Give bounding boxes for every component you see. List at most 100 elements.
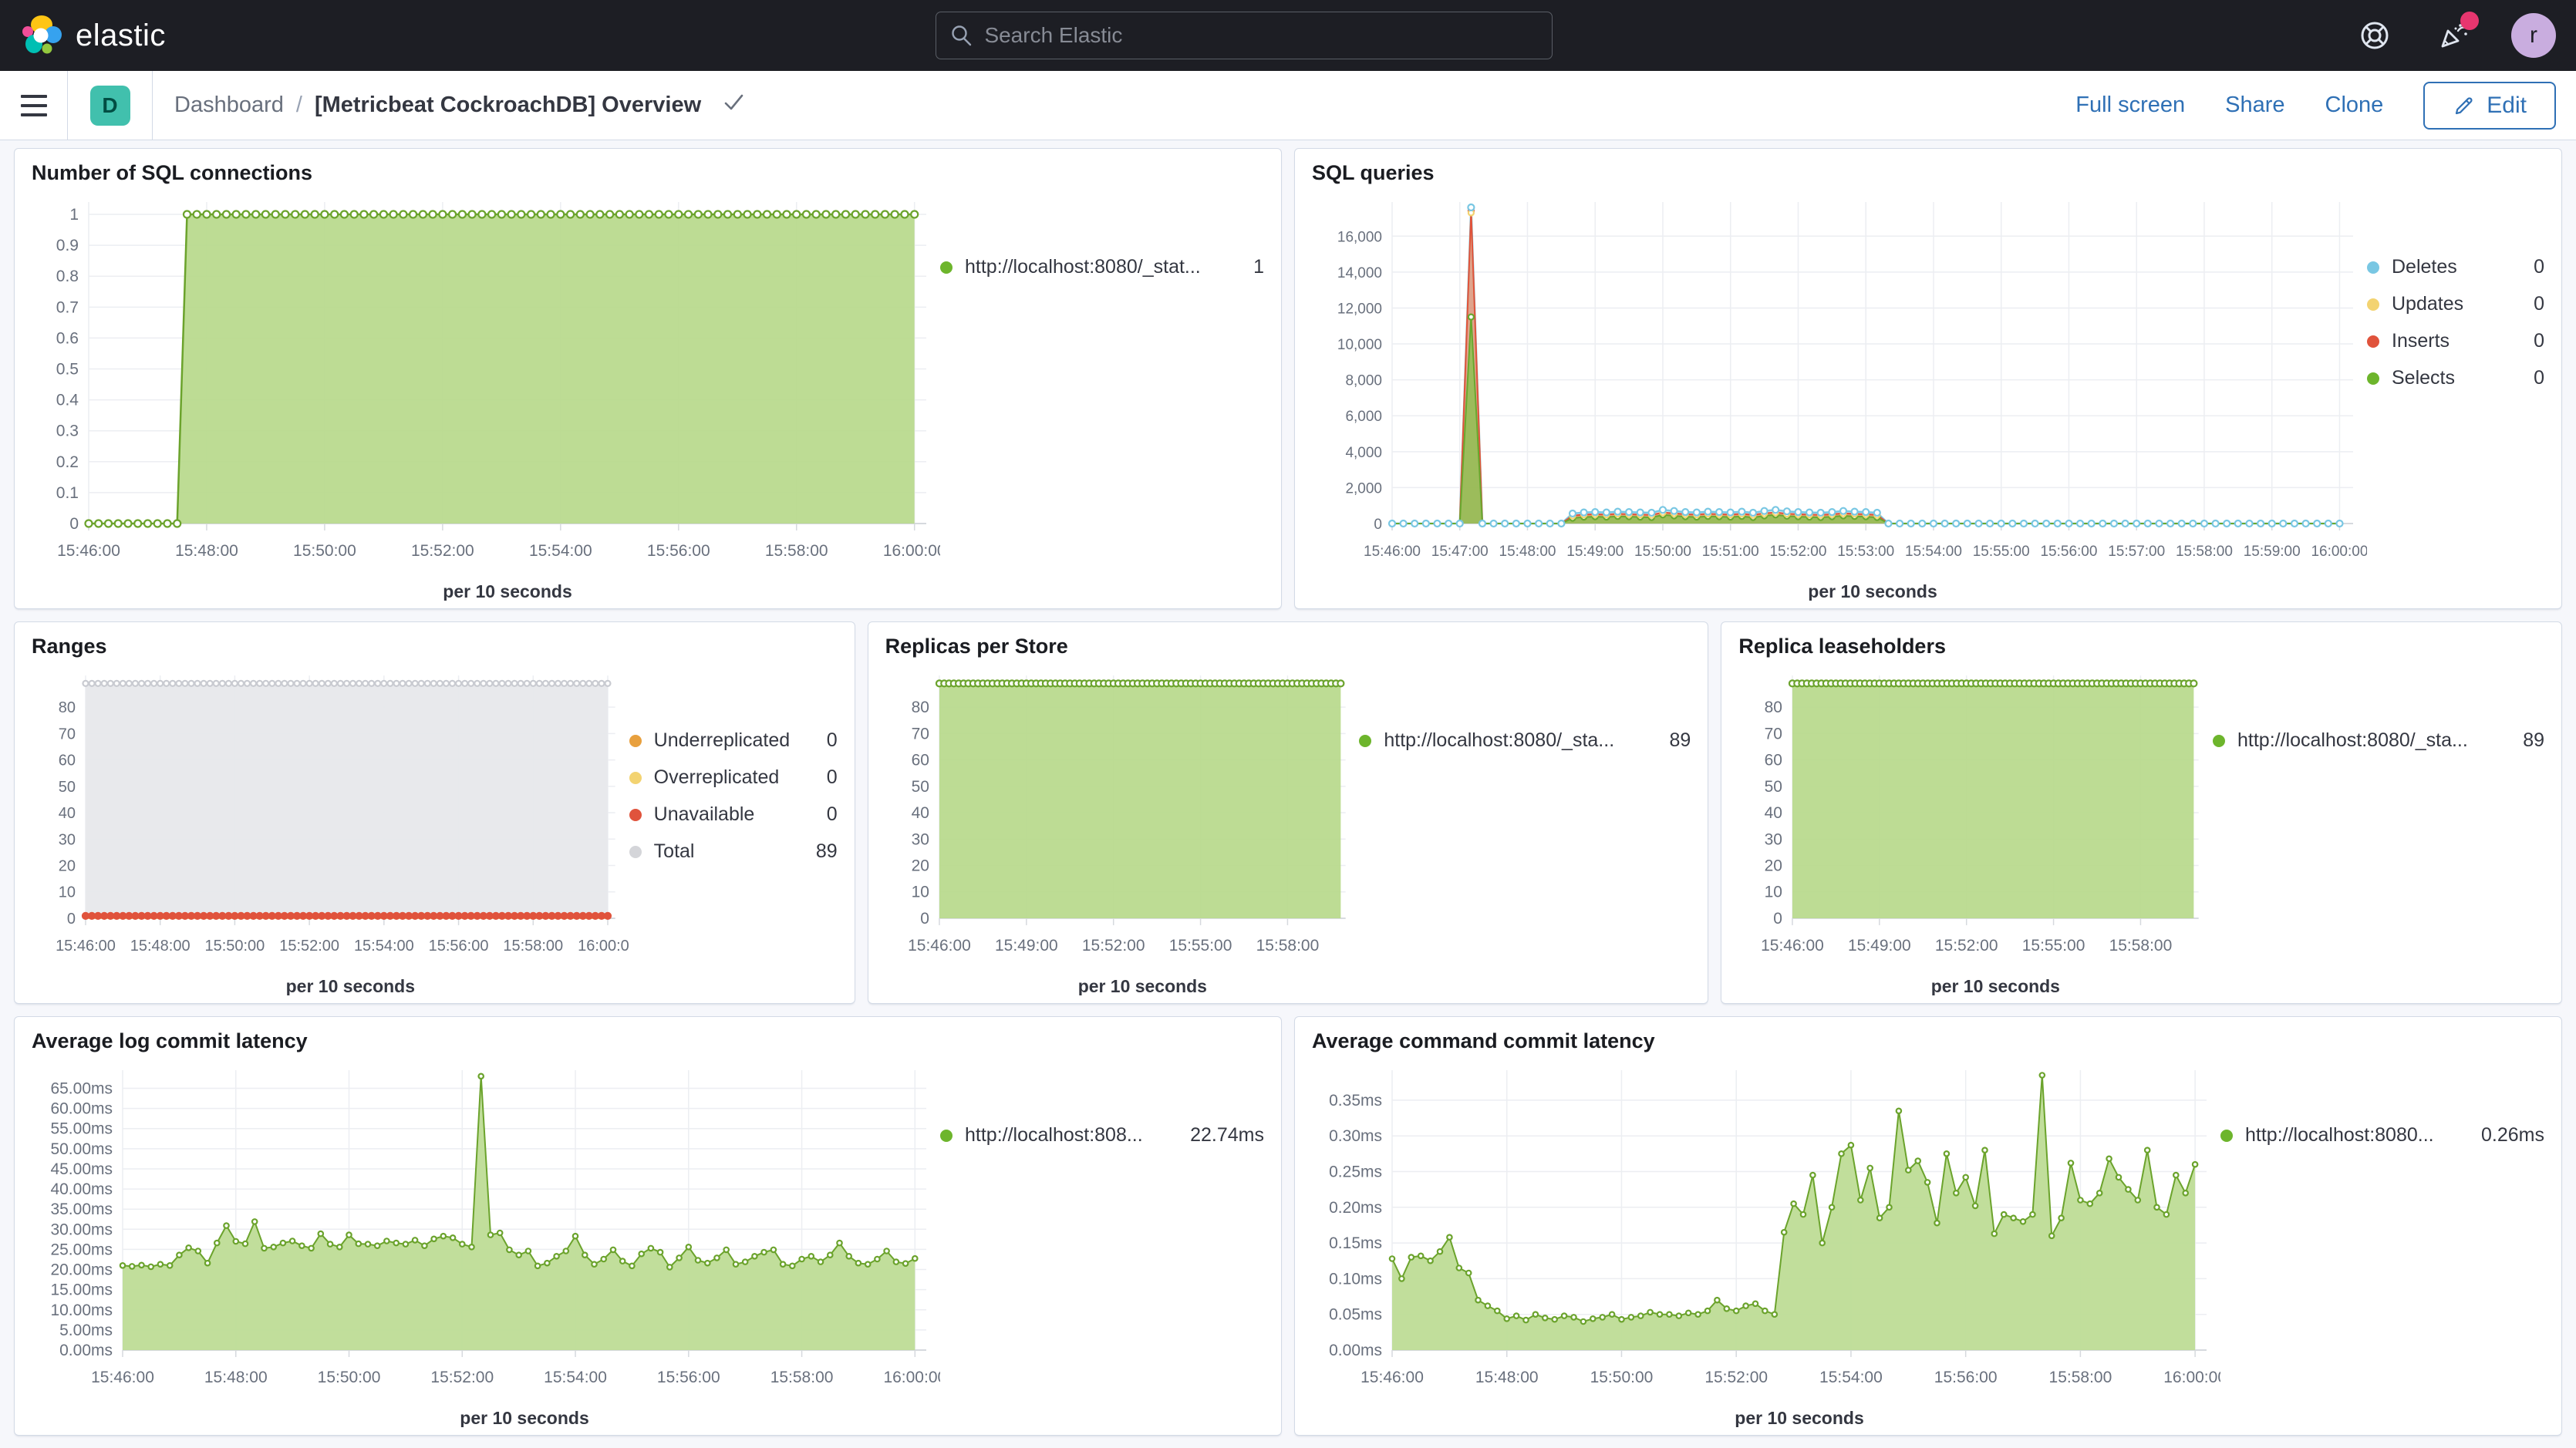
chart-canvas-cmd-latency[interactable]: 15:46:00 15:48:00 15:50:00 15:52:00 15:54:00… (1312, 1056, 2220, 1427)
svg-text:30: 30 (1765, 830, 1782, 848)
svg-text:15:50:00: 15:50:00 (205, 938, 265, 955)
elastic-logo[interactable]: elastic (20, 14, 166, 57)
svg-text:15:58:00: 15:58:00 (2109, 937, 2173, 955)
legend-item[interactable]: Deletes 0 (2367, 256, 2544, 278)
legend-series-dot (2220, 1129, 2233, 1142)
legend-series-label: http://localhost:8080/_sta... (1384, 729, 1615, 751)
svg-text:15:48:00: 15:48:00 (1475, 1369, 1539, 1386)
full-screen-button[interactable]: Full screen (2075, 93, 2186, 117)
chart-canvas-replicas[interactable]: 15:46:00 15:49:00 15:52:00 15:55:00 15:58:00… (885, 662, 1360, 995)
legend-series-dot (629, 771, 642, 784)
svg-text:15:50:00: 15:50:00 (1634, 544, 1691, 560)
legend-series-dot (1359, 734, 1372, 747)
legend-series-value: 0 (826, 803, 838, 825)
chart-canvas-sql-connections[interactable]: 15:46:00 15:48:00 15:50:00 15:52:00 15:54:00… (32, 188, 940, 601)
legend-series-label: http://localhost:8080/_sta... (2237, 729, 2468, 751)
top-header-bar: elastic (0, 0, 2576, 71)
svg-text:15:48:00: 15:48:00 (204, 1369, 268, 1386)
svg-text:15:52:00: 15:52:00 (279, 938, 339, 955)
svg-text:15:55:00: 15:55:00 (2022, 937, 2085, 955)
legend-item[interactable]: http://localhost:8080/_sta... 89 (2213, 729, 2544, 752)
panel-title: Average command commit latency (1312, 1029, 1655, 1052)
check-icon (724, 94, 743, 109)
help-button[interactable] (2354, 15, 2396, 56)
search-input[interactable] (984, 23, 1539, 48)
share-button[interactable]: Share (2225, 93, 2285, 117)
svg-text:15:46:00: 15:46:00 (56, 938, 116, 955)
chart-legend: Deletes 0 Updates 0 Inserts 0 Selects 0 (2367, 188, 2544, 601)
title-check-button[interactable] (721, 90, 746, 121)
logo-text: elastic (76, 18, 166, 52)
svg-text:0.00ms: 0.00ms (1329, 1342, 1382, 1359)
legend-series-dot (2367, 261, 2379, 274)
chart-canvas-leaseholders[interactable]: 15:46:00 15:49:00 15:52:00 15:55:00 15:58:00… (1738, 662, 2213, 995)
svg-text:40.00ms: 40.00ms (50, 1180, 113, 1198)
svg-text:15:52:00: 15:52:00 (1935, 937, 1998, 955)
chart-canvas-log-latency[interactable]: 15:46:00 15:48:00 15:50:00 15:52:00 15:54:00… (32, 1056, 940, 1427)
svg-text:15:50:00: 15:50:00 (318, 1369, 381, 1386)
legend-series-label: Inserts (2392, 330, 2450, 352)
svg-text:55.00ms: 55.00ms (50, 1120, 113, 1138)
legend-item[interactable]: http://localhost:808... 22.74ms (940, 1124, 1264, 1147)
svg-text:15:54:00: 15:54:00 (529, 542, 592, 560)
svg-text:50.00ms: 50.00ms (50, 1140, 113, 1158)
legend-item[interactable]: http://localhost:8080... 0.26ms (2220, 1124, 2544, 1147)
legend-item[interactable]: Inserts 0 (2367, 330, 2544, 352)
svg-text:15:58:00: 15:58:00 (2049, 1369, 2112, 1386)
legend-series-label: Deletes (2392, 256, 2457, 278)
chart-canvas-sql-queries[interactable]: 15:46:00 15:47:00 15:48:00 15:49:00 15:50:00… (1312, 188, 2367, 601)
svg-text:per 10 seconds: per 10 seconds (1808, 581, 1937, 601)
svg-text:6,000: 6,000 (1345, 409, 1382, 425)
legend-item[interactable]: Updates 0 (2367, 293, 2544, 315)
space-badge[interactable]: D (89, 85, 130, 126)
global-search-box[interactable] (936, 12, 1553, 59)
svg-text:15:48:00: 15:48:00 (175, 542, 238, 560)
edit-button[interactable]: Edit (2423, 81, 2556, 130)
panel-title: Replica leaseholders (1738, 635, 1946, 658)
svg-text:per 10 seconds: per 10 seconds (286, 976, 415, 995)
legend-series-value: 0 (2534, 293, 2544, 315)
legend-series-label: http://localhost:808... (965, 1124, 1143, 1146)
chart-legend: http://localhost:8080/_sta... 89 (2213, 662, 2544, 995)
svg-text:45.00ms: 45.00ms (50, 1160, 113, 1178)
legend-series-value: 89 (2523, 729, 2545, 751)
user-avatar[interactable]: r (2511, 13, 2556, 58)
svg-text:0.30ms: 0.30ms (1329, 1127, 1382, 1145)
party-popper-icon (2441, 24, 2467, 48)
svg-text:0.20ms: 0.20ms (1329, 1199, 1382, 1217)
svg-text:0.15ms: 0.15ms (1329, 1234, 1382, 1252)
legend-item[interactable]: Underreplicated 0 (629, 729, 838, 752)
svg-text:0.4: 0.4 (56, 392, 79, 409)
legend-series-label: http://localhost:8080/_stat... (965, 256, 1201, 278)
panel-replicas-per-store: Replicas per Store 15:46:00 15:49:00 15:52… (867, 621, 1709, 1004)
svg-text:15:56:00: 15:56:00 (657, 1369, 720, 1386)
legend-series-label: Selects (2392, 367, 2455, 389)
svg-text:10,000: 10,000 (1337, 337, 1382, 353)
legend-series-dot (629, 845, 642, 858)
menu-toggle-button[interactable] (0, 71, 68, 140)
svg-text:15:49:00: 15:49:00 (1566, 544, 1623, 560)
svg-text:per 10 seconds: per 10 seconds (443, 581, 572, 601)
legend-series-dot (940, 261, 953, 274)
legend-item[interactable]: Total 89 (629, 840, 838, 863)
svg-text:16:00:00: 16:00:00 (578, 938, 629, 955)
svg-text:15:55:00: 15:55:00 (1168, 937, 1232, 955)
legend-item[interactable]: Unavailable 0 (629, 803, 838, 826)
svg-text:50: 50 (59, 779, 76, 796)
legend-item[interactable]: http://localhost:8080/_stat... 1 (940, 256, 1264, 278)
clone-button[interactable]: Clone (2325, 93, 2384, 117)
svg-text:60: 60 (1765, 752, 1782, 769)
news-button[interactable] (2433, 12, 2479, 56)
panel-sql-queries: SQL queries 15:46:00 15:47:00 15:48:00 15:4… (1294, 148, 2562, 609)
legend-series-value: 0 (2534, 330, 2544, 352)
legend-item[interactable]: http://localhost:8080/_sta... 89 (1359, 729, 1691, 752)
svg-text:15:58:00: 15:58:00 (2176, 544, 2233, 560)
svg-text:20: 20 (59, 857, 76, 874)
legend-item[interactable]: Overreplicated 0 (629, 766, 838, 789)
chart-canvas-ranges[interactable]: 15:46:00 15:48:00 15:50:00 15:52:00 15:54:00… (32, 662, 629, 995)
svg-text:16:00:00: 16:00:00 (883, 1369, 940, 1386)
breadcrumb-dashboard-link[interactable]: Dashboard (174, 93, 284, 117)
legend-item[interactable]: Selects 0 (2367, 367, 2544, 389)
legend-series-label: Overreplicated (653, 766, 780, 788)
svg-text:15:46:00: 15:46:00 (91, 1369, 154, 1386)
